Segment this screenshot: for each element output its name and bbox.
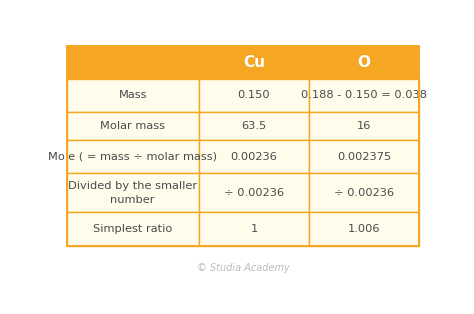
Text: 1: 1 bbox=[250, 224, 257, 234]
Text: Molar mass: Molar mass bbox=[100, 121, 165, 131]
FancyBboxPatch shape bbox=[199, 173, 309, 213]
FancyBboxPatch shape bbox=[309, 112, 419, 140]
FancyBboxPatch shape bbox=[66, 112, 199, 140]
FancyBboxPatch shape bbox=[309, 213, 419, 246]
Text: ÷ 0.00236: ÷ 0.00236 bbox=[334, 188, 394, 198]
Text: Mass: Mass bbox=[118, 90, 147, 100]
Text: 16: 16 bbox=[357, 121, 371, 131]
Text: 1.006: 1.006 bbox=[348, 224, 381, 234]
Text: ÷ 0.00236: ÷ 0.00236 bbox=[224, 188, 284, 198]
FancyBboxPatch shape bbox=[199, 79, 309, 112]
FancyBboxPatch shape bbox=[66, 173, 199, 213]
FancyBboxPatch shape bbox=[199, 112, 309, 140]
FancyBboxPatch shape bbox=[66, 140, 199, 173]
FancyBboxPatch shape bbox=[199, 140, 309, 173]
Text: Cu: Cu bbox=[243, 55, 265, 70]
FancyBboxPatch shape bbox=[309, 79, 419, 112]
FancyBboxPatch shape bbox=[309, 173, 419, 213]
Text: Divided by the smaller
number: Divided by the smaller number bbox=[68, 181, 197, 204]
Text: Mole ( = mass ÷ molar mass): Mole ( = mass ÷ molar mass) bbox=[48, 152, 217, 162]
Text: 0.00236: 0.00236 bbox=[230, 152, 277, 162]
Text: Simplest ratio: Simplest ratio bbox=[93, 224, 173, 234]
Text: 0.002375: 0.002375 bbox=[337, 152, 391, 162]
FancyBboxPatch shape bbox=[309, 140, 419, 173]
Text: 0.188 - 0.150 = 0.038: 0.188 - 0.150 = 0.038 bbox=[301, 90, 427, 100]
FancyBboxPatch shape bbox=[199, 213, 309, 246]
Text: © Studia Academy: © Studia Academy bbox=[197, 263, 289, 273]
Text: O: O bbox=[358, 55, 371, 70]
FancyBboxPatch shape bbox=[66, 213, 199, 246]
FancyBboxPatch shape bbox=[66, 46, 419, 79]
Text: 63.5: 63.5 bbox=[241, 121, 266, 131]
FancyBboxPatch shape bbox=[66, 79, 199, 112]
Text: 0.150: 0.150 bbox=[237, 90, 270, 100]
